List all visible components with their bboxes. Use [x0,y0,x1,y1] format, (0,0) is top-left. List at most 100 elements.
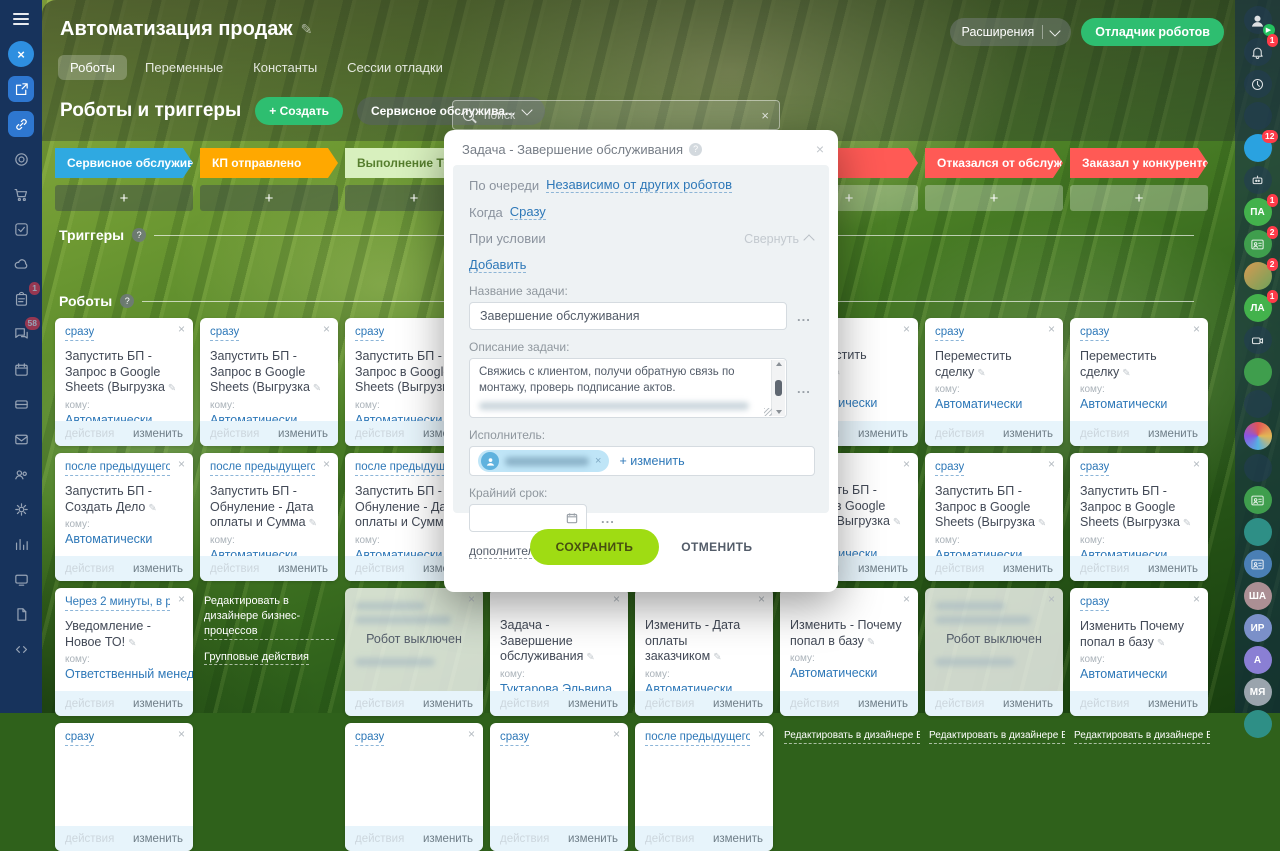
add-robot-button[interactable]: + [55,185,193,211]
phone-icon[interactable] [8,671,34,697]
edit-in-designer-link[interactable]: Редактировать в дизайнере Бизнес-процесс… [784,729,920,744]
stage-header[interactable]: Сервисное обслуживание [55,148,193,178]
pencil-icon[interactable]: ✎ [713,652,722,664]
close-icon[interactable]: × [322,322,330,336]
edit-link[interactable]: изменить [277,427,328,440]
person-icon[interactable]: ▶ [1243,6,1275,36]
robot-card[interactable]: × сразу действия изменить [55,723,193,851]
hamburger-icon[interactable] [8,6,34,32]
robot-card[interactable]: × сразу действия изменить [345,723,483,851]
external-icon[interactable] [8,76,34,102]
edit-link[interactable]: изменить [1002,562,1053,575]
avatar-ИР[interactable]: ИР [1243,614,1272,642]
robot-card[interactable]: × Изменить - Почему попал в базу ✎ кому: Авт… [780,588,918,716]
chat-icon[interactable]: 12 [1243,130,1278,162]
robot-card[interactable]: × после предыдущего действия изменить [635,723,773,851]
card-icon[interactable]: 2 [1243,226,1278,258]
avatar-ЛА[interactable]: ЛА 1 [1243,290,1278,322]
actions-menu[interactable]: действия [500,697,550,710]
edit-link[interactable]: изменить [422,697,473,710]
close-icon[interactable]: × [8,41,34,67]
target-icon[interactable] [8,146,34,172]
robot-card[interactable]: × Изменить - Дата оплаты заказчиком ✎ кому:… [635,588,773,716]
actions-menu[interactable]: действия [210,427,260,440]
assignee-link[interactable]: Автоматически [935,397,1023,412]
edit-link[interactable]: изменить [567,832,618,845]
trigger-timing-link[interactable]: сразу [65,326,95,341]
pencil-icon[interactable]: ✎ [128,637,137,649]
pencil-icon[interactable]: ✎ [866,636,876,648]
edit-link[interactable]: изменить [857,427,908,440]
add-condition-link[interactable]: Добавить [469,257,527,273]
assignee-link[interactable]: Автоматически [790,666,878,681]
assignee-field[interactable]: × + изменить [469,446,815,476]
card-icon[interactable] [1243,486,1272,514]
scroll-thumb[interactable] [775,380,782,396]
group-actions-link[interactable]: Групповые действия [204,650,309,666]
avatar-ПА[interactable]: ПА 1 [1243,194,1278,226]
assignee-link[interactable]: Автоматически [1080,667,1168,682]
close-icon[interactable]: × [177,592,185,606]
trigger-timing-link[interactable]: сразу [355,326,385,341]
edit-link[interactable]: изменить [277,562,328,575]
trigger-timing-link[interactable]: сразу [935,461,965,476]
edit-link[interactable]: изменить [1147,427,1198,440]
cart-icon[interactable] [8,181,34,207]
robot-icon[interactable] [1243,166,1272,194]
actions-menu[interactable]: действия [1080,427,1130,440]
history-icon[interactable] [1243,70,1272,98]
close-icon[interactable]: × [1047,592,1055,606]
close-icon[interactable]: × [902,457,910,471]
resize-handle[interactable] [764,408,772,416]
tab-3[interactable]: Константы [253,60,318,75]
bell-icon[interactable]: 1 [1243,34,1278,66]
task-icon[interactable] [8,216,34,242]
close-icon[interactable]: × [177,727,185,741]
actions-menu[interactable]: действия [645,832,695,845]
trigger-timing-link[interactable]: сразу [1080,596,1110,611]
actions-menu[interactable]: действия [355,697,405,710]
actions-menu[interactable]: действия [355,427,405,440]
avatar-ША[interactable]: ША [1243,582,1272,610]
edit-link[interactable]: изменить [712,832,763,845]
edit-link[interactable]: изменить [132,427,183,440]
trigger-timing-link[interactable]: после предыдущего [210,461,315,476]
actions-menu[interactable]: действия [65,562,115,575]
drive-icon[interactable] [8,391,34,417]
chat-icon[interactable] [1243,454,1272,482]
robot-card[interactable]: × сразу Изменить Почему попал в базу ✎ кому:… [1070,588,1208,716]
robot-card[interactable]: × Задача - Завершение обслуживания ✎ кому: Т… [490,588,628,716]
pin-icon[interactable]: ✎ [300,21,313,37]
task-description-textarea[interactable]: Свяжись с клиентом, получи обратную связ… [469,358,787,418]
close-icon[interactable]: × [612,727,620,741]
assignee-link[interactable]: Автоматически [1080,397,1168,412]
edit-in-designer-link[interactable]: Редактировать в дизайнере бизнес-процесс… [204,594,334,640]
add-robot-button[interactable]: + [925,185,1063,211]
edit-in-designer-link[interactable]: Редактировать в дизайнере Бизнес-процесс… [1074,729,1210,744]
robot-card[interactable]: × сразу Запустить БП - Запрос в Google She… [55,318,193,446]
actions-menu[interactable]: действия [1080,697,1130,710]
trigger-timing-link[interactable]: после предыдущего [65,461,170,476]
close-icon[interactable]: × [177,457,185,471]
close-icon[interactable]: × [467,592,475,606]
when-value-link[interactable]: Сразу [509,204,546,220]
robot-card-disabled[interactable]: × Робот выключен действия изменить [345,588,483,716]
pencil-icon[interactable]: ✎ [586,652,595,664]
close-icon[interactable]: × [1192,322,1200,336]
pencil-icon[interactable]: ✎ [1156,637,1166,649]
edit-link[interactable]: изменить [1002,427,1053,440]
collapse-toggle[interactable]: Свернуть [744,232,815,246]
tv-icon[interactable] [8,566,34,592]
close-icon[interactable]: × [902,592,910,606]
avatar-А[interactable]: А [1243,646,1272,674]
pencil-icon[interactable]: ✎ [977,367,986,379]
edit-link[interactable]: изменить [857,697,908,710]
queue-value-link[interactable]: Независимо от других роботов [546,177,732,193]
info-icon[interactable]: ? [689,142,703,156]
pencil-icon[interactable]: ✎ [1037,518,1047,530]
chat-icon[interactable] [1243,390,1272,418]
scroll-down-icon[interactable] [775,410,782,414]
edit-in-designer-link[interactable]: Редактировать в дизайнере Бизнес-процесс… [929,729,1065,744]
close-icon[interactable]: × [902,322,910,336]
stage-header[interactable]: Заказал у конкурентов [1070,148,1208,178]
